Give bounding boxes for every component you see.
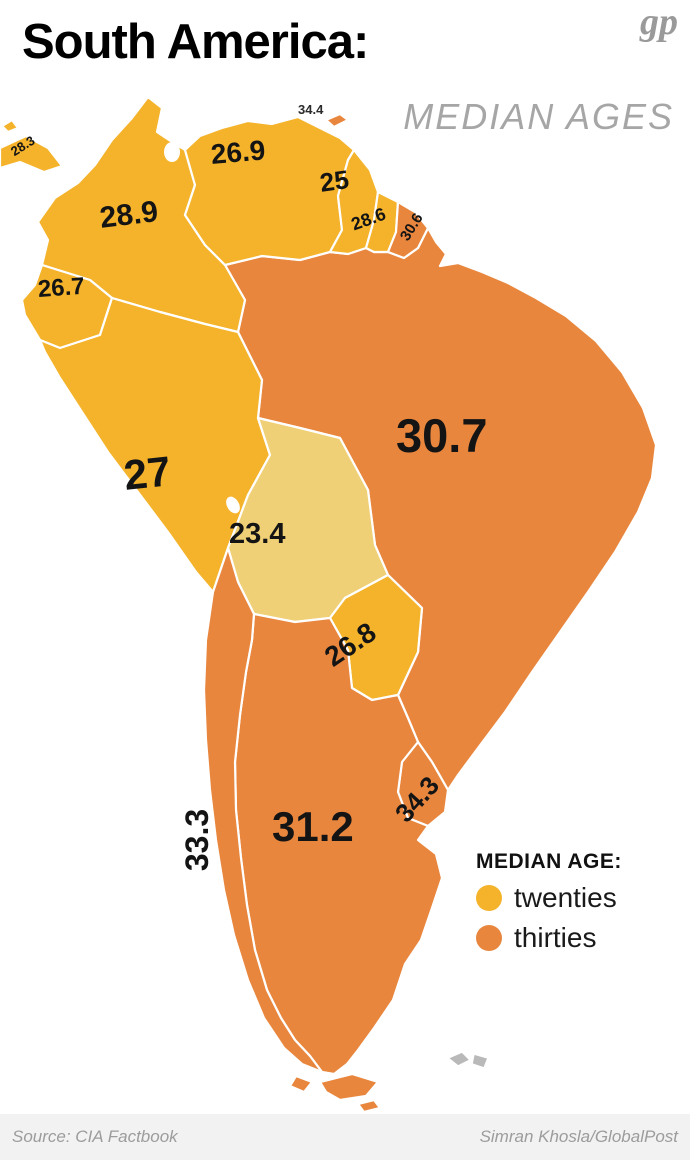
tierra-del-fuego-island bbox=[318, 1072, 380, 1102]
median-age-label-guyana: 25 bbox=[317, 164, 351, 198]
median-age-label-argentina: 31.2 bbox=[272, 803, 354, 850]
median-age-label-peru: 27 bbox=[121, 447, 173, 499]
legend-label-twenties: twenties bbox=[514, 882, 617, 913]
country-french-guiana bbox=[386, 200, 430, 260]
thirties-color-swatch bbox=[476, 925, 502, 951]
falkland-islands-east bbox=[471, 1053, 490, 1069]
panama-islet bbox=[0, 118, 20, 134]
legend-row-twenties: twenties bbox=[476, 882, 686, 914]
southern-island-tiny bbox=[356, 1098, 382, 1114]
median-age-label-chile: 33.3 bbox=[179, 808, 215, 872]
globalpost-logo: gp bbox=[640, 1, 678, 43]
country-trinidad bbox=[324, 112, 350, 129]
median-age-label-colombia: 28.9 bbox=[97, 195, 160, 235]
twenties-color-swatch bbox=[476, 885, 502, 911]
legend-title: MEDIAN AGE: bbox=[476, 850, 622, 873]
legend: MEDIAN AGE: twenties thirties bbox=[476, 850, 686, 954]
median-age-label-brazil: 30.7 bbox=[396, 409, 488, 462]
author-credit: Simran Khosla/GlobalPost bbox=[479, 1127, 678, 1146]
source-credit: Source: CIA Factbook bbox=[12, 1127, 178, 1146]
falkland-islands-west bbox=[446, 1051, 472, 1067]
page-title: South America: bbox=[22, 15, 369, 69]
median-age-label-venezuela: 26.9 bbox=[209, 134, 267, 170]
southern-island-small bbox=[288, 1074, 314, 1094]
median-age-label-bolivia: 23.4 bbox=[229, 518, 286, 550]
country-panama bbox=[0, 134, 64, 174]
legend-row-thirties: thirties bbox=[476, 922, 686, 954]
median-age-label-ecuador: 26.7 bbox=[37, 272, 86, 303]
median-age-label-trinidad: 34.4 bbox=[298, 102, 324, 117]
lake-titicaca bbox=[226, 496, 240, 514]
page-subtitle: MEDIAN AGES bbox=[403, 96, 674, 137]
legend-label-thirties: thirties bbox=[514, 922, 597, 953]
footer: Source: CIA Factbook Simran Khosla/Globa… bbox=[0, 1114, 690, 1160]
lake-maracaibo bbox=[164, 142, 180, 162]
country-guyana bbox=[328, 148, 380, 256]
country-chile bbox=[202, 546, 324, 1074]
